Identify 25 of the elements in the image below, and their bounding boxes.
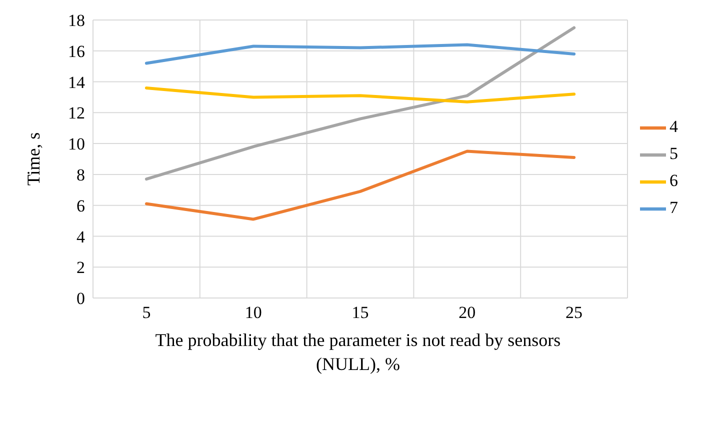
y-tick-label: 16 (68, 42, 85, 61)
line-series (144, 43, 576, 65)
legend-label: 6 (670, 171, 678, 190)
y-tick-label: 4 (76, 227, 86, 246)
y-tick-label: 10 (68, 134, 85, 154)
line-series (144, 26, 576, 181)
x-tick-label: 5 (142, 303, 151, 322)
x-tick-label: 10 (244, 303, 262, 322)
line-series (144, 150, 576, 221)
x-tick-label: 25 (566, 303, 583, 322)
y-tick-label: 14 (68, 72, 86, 92)
y-tick-label: 0 (76, 289, 85, 308)
y-tick-label: 12 (68, 104, 85, 123)
y-tick-label: 18 (68, 11, 85, 30)
y-tick-label: 6 (76, 196, 85, 216)
y-tick-label: 2 (76, 258, 85, 278)
legend-label: 5 (670, 144, 678, 163)
x-tick-label: 15 (352, 303, 369, 322)
line-series (144, 86, 576, 104)
legend-label: 7 (670, 198, 678, 218)
legend-label: 4 (670, 116, 678, 136)
y-axis-title: Time, s (23, 132, 44, 186)
x-axis-title: The probability that the parameter is not read by sensors (NULL), % (154, 329, 562, 376)
y-tick-label: 8 (76, 165, 85, 184)
x-tick-label: 20 (458, 303, 476, 322)
